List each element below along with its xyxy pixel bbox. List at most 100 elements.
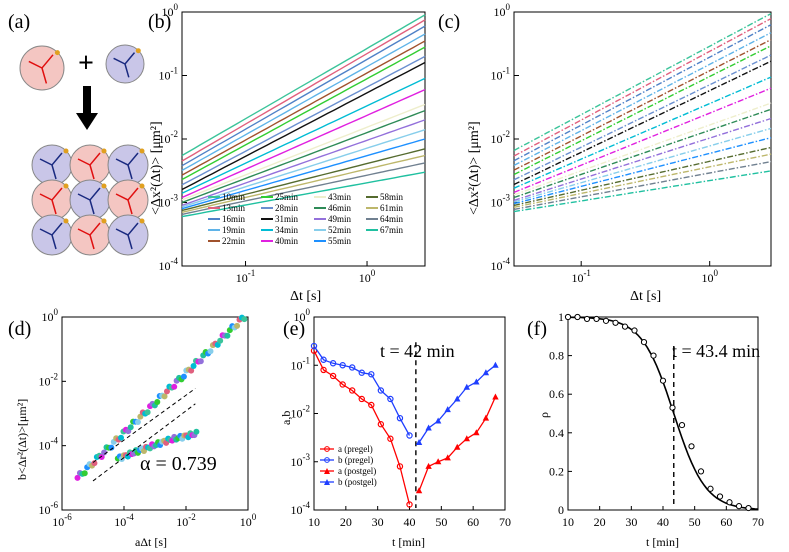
chart-e-plot: 10 20 30 40 50 60 70 10-4 10-3 10-2 10-1 100 a (preg…	[291, 307, 512, 529]
chart-e-legend-label: b (postgel)	[338, 477, 377, 487]
chart-e-point	[339, 381, 346, 388]
chart-e-legend-label: a (postgel)	[338, 466, 376, 476]
chart-f-xlabel: t [min]	[646, 535, 679, 549]
chart-e-ytick-label: 10-1	[291, 355, 311, 372]
chart-b-series-line	[181, 40, 426, 176]
chart-d-point	[190, 363, 197, 370]
chart-e-ytick-label: 100	[294, 307, 311, 324]
arrow-head	[76, 113, 98, 130]
chart-b-series-line	[181, 162, 426, 216]
chart-e-ytick-label: 10-2	[291, 404, 311, 421]
chart-e-legend-marker	[324, 446, 330, 452]
chart-e-point	[444, 406, 451, 413]
chart-d-point	[91, 460, 98, 467]
chart-f-ytick-label: 0.6	[549, 387, 564, 401]
chart-d-point	[241, 316, 248, 323]
chart-d-xtick-label: 10-4	[114, 512, 134, 529]
chart-f-point	[593, 315, 600, 323]
chart-e-series-line	[418, 364, 496, 443]
chart-c-xtick-label: 10-1	[571, 268, 591, 285]
chart-f-point	[716, 493, 724, 500]
chart-b-legend-label: 28min	[275, 203, 299, 213]
chart-b-series-line	[181, 77, 426, 194]
chart-f-point	[735, 503, 743, 510]
sphere-strand-8	[39, 222, 63, 250]
chart-d-point	[127, 424, 134, 431]
chart-d-point	[81, 470, 88, 477]
chart-e-point	[377, 421, 385, 428]
chart-b-ytick-label: 100	[162, 2, 179, 19]
chart-f-ylabel: ρ	[537, 412, 551, 418]
chart-f-point	[602, 317, 610, 324]
chart-f-xtick-label: 30	[625, 515, 637, 529]
sphere-node-9	[101, 218, 107, 224]
chart-f-xtick-label: 60	[720, 515, 732, 529]
sphere-strand-2	[39, 152, 63, 180]
chart-b-legend-label: 31min	[275, 214, 299, 224]
sphere-strand-5	[39, 187, 63, 215]
chart-e-point	[320, 356, 327, 363]
chart-e-point	[329, 360, 337, 367]
plus-sign: +	[78, 48, 94, 79]
chart-b-legend-label: 61min	[380, 203, 404, 213]
chart-b-legend-label: 22min	[222, 236, 246, 246]
chart-e-xtick-label: 20	[340, 515, 352, 529]
chart-b-xtick-label: 10-1	[236, 268, 256, 285]
sphere-node-8	[63, 218, 69, 224]
chart-e-point	[320, 366, 327, 374]
sphere-node-10	[139, 218, 145, 224]
chart-c-series-line	[513, 160, 772, 211]
chart-c-series-line	[513, 170, 772, 213]
chart-d-xtick-label: 10-2	[176, 512, 196, 529]
chart-e-xlabel: t [min]	[392, 535, 425, 549]
sphere-strand-9	[77, 222, 101, 250]
chart-e-point	[454, 395, 461, 402]
chart-b-legend-label: 49min	[328, 214, 352, 224]
chart-c-series-line	[513, 45, 772, 176]
chart-c-ytick-label: 10-1	[491, 66, 511, 83]
chart-e-legend-marker	[324, 479, 330, 485]
chart-b-ytick-label: 10-3	[159, 193, 179, 210]
chart-e-point	[473, 429, 480, 436]
chart-b-legend-label: 64min	[380, 214, 404, 224]
chart-e-point	[425, 462, 432, 469]
chart-e-legend-marker	[324, 457, 330, 463]
chart-b-series-line	[181, 14, 426, 157]
sphere-strand-7	[115, 187, 139, 215]
chart-c-series-line	[513, 137, 772, 205]
chart-e-point	[310, 342, 318, 350]
chart-c-series-line	[513, 38, 772, 171]
chart-b-legend-label: 43min	[328, 192, 352, 202]
chart-c-series-line	[513, 153, 772, 208]
chart-f-plot: 10 20 30 40 50 60 70 0 0.2 0.4 0.6 0.8 1	[549, 310, 764, 529]
chart-d-point	[163, 388, 170, 395]
chart-f-xtick-label: 10	[562, 515, 574, 529]
chart-f-point	[564, 313, 572, 321]
chart-d-fit-line	[92, 388, 196, 463]
chart-c-series-line	[513, 87, 772, 194]
chart-b-series-line	[181, 109, 426, 204]
chart-b-series-line	[181, 55, 426, 186]
chart-e-point	[415, 487, 423, 494]
sphere-strand-1	[113, 52, 136, 78]
panel-e-label: (e)	[283, 318, 305, 340]
chart-e-point	[473, 378, 480, 385]
chart-d-point	[197, 358, 204, 365]
chart-d-point	[144, 409, 151, 416]
chart-d-plot: 10-6 10-4 10-2 100 10-6 10-4 10-2 100	[39, 307, 257, 529]
chart-d-point	[207, 348, 214, 355]
chart-b-series-line	[181, 171, 426, 218]
chart-e-legend-label: a (pregel)	[338, 444, 373, 454]
sphere-strand-6	[77, 187, 101, 215]
chart-e-point	[463, 435, 470, 442]
chart-e-xtick-label: 40	[404, 515, 416, 529]
chart-e-point	[339, 362, 346, 369]
chart-e-annotation: t = 42 min	[380, 341, 455, 361]
chart-c-series-line	[513, 32, 772, 167]
chart-c-series-line	[513, 17, 772, 157]
chart-c-ytick-label: 10-2	[491, 129, 511, 146]
chart-b-legend-label: 25min	[275, 192, 299, 202]
chart-d-xlabel: aΔt [s]	[135, 535, 167, 549]
chart-d-point	[180, 373, 187, 380]
